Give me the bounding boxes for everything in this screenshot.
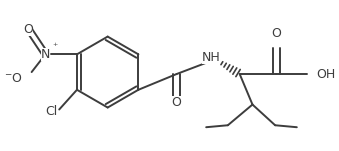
Text: Cl: Cl bbox=[45, 105, 58, 118]
Text: N: N bbox=[41, 48, 50, 61]
Text: NH: NH bbox=[202, 51, 220, 64]
Text: $^{-}$O: $^{-}$O bbox=[4, 72, 23, 85]
Text: $^+$: $^+$ bbox=[51, 41, 59, 50]
Text: O: O bbox=[271, 27, 281, 40]
Text: O: O bbox=[172, 95, 182, 109]
Text: OH: OH bbox=[317, 67, 336, 80]
Text: O: O bbox=[23, 23, 33, 36]
